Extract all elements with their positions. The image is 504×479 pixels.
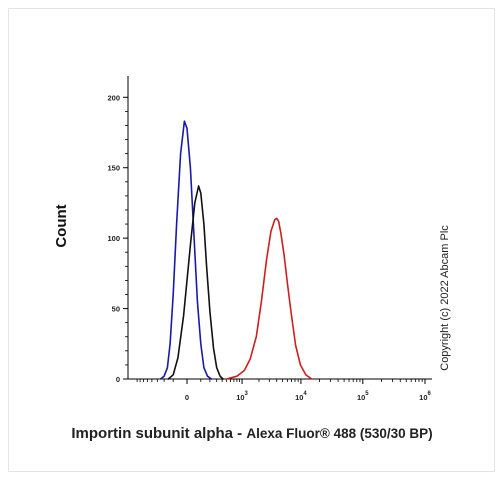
x-tick-label: 104 [295,391,307,402]
histogram-series-2 [167,185,224,380]
x-axis-label-main: Importin subunit alpha - [71,425,246,442]
x-tick-label: 106 [419,391,431,402]
x-tick-label: 105 [357,391,369,402]
y-tick-label: 200 [107,93,120,102]
x-axis-label-sub: Alexa Fluor® 488 (530/30 BP) [246,426,432,441]
x-axis-label: Importin subunit alpha - Alexa Fluor® 48… [71,425,432,442]
x-tick-label: 0 [185,393,189,402]
y-tick-label: 150 [107,164,120,173]
y-tick-label: 50 [112,305,120,314]
histogram-series-1 [159,120,213,380]
y-tick-label: 0 [116,375,120,384]
x-tick-label: 103 [236,391,248,402]
series-layer [159,120,313,380]
histogram-series-3 [225,217,313,380]
copyright-text: Copyright (c) 2022 Abcam Plc [439,225,451,371]
figure-frame [8,8,495,472]
y-tick-label: 100 [107,234,120,243]
axes: 0 50 100 150 200 0 103 104 105 106 [107,76,432,402]
y-axis-label: Count [53,204,70,247]
